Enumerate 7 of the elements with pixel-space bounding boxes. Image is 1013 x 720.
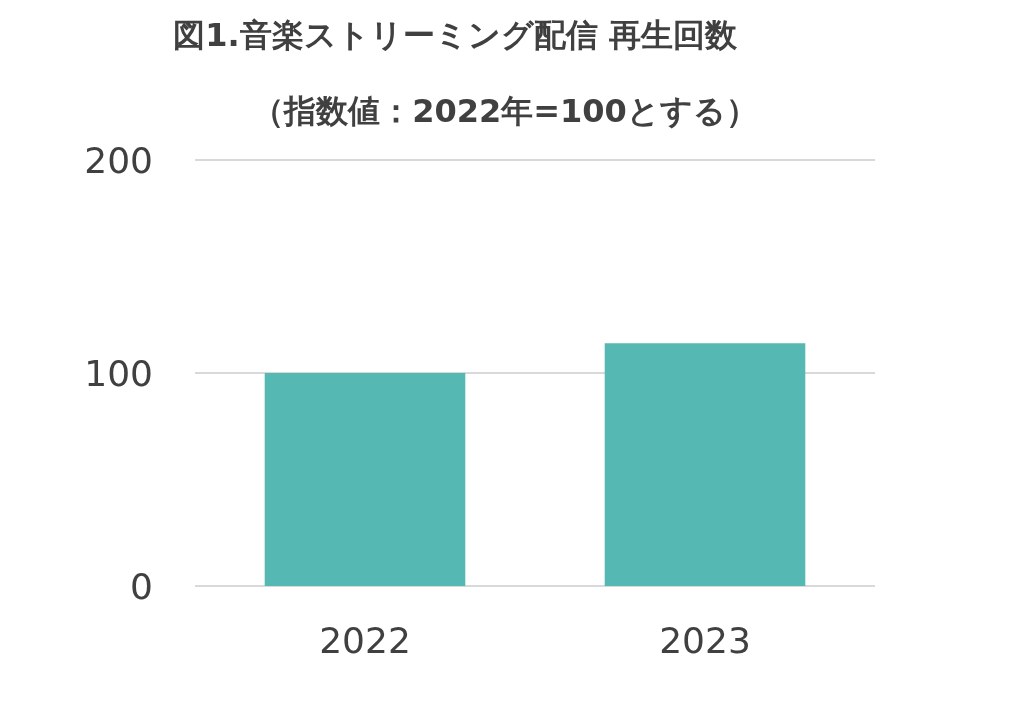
x-tick-label: 2022 [319,619,411,661]
y-tick-label: 200 [84,139,153,181]
chart-title: 図1.音楽ストリーミング配信 再生回数 [173,16,738,54]
chart-subtitle: （指数値：2022年=100とする） [252,92,758,130]
y-tick-label: 100 [84,352,153,394]
y-tick-label: 0 [130,565,153,607]
x-tick-label: 2023 [659,619,751,661]
